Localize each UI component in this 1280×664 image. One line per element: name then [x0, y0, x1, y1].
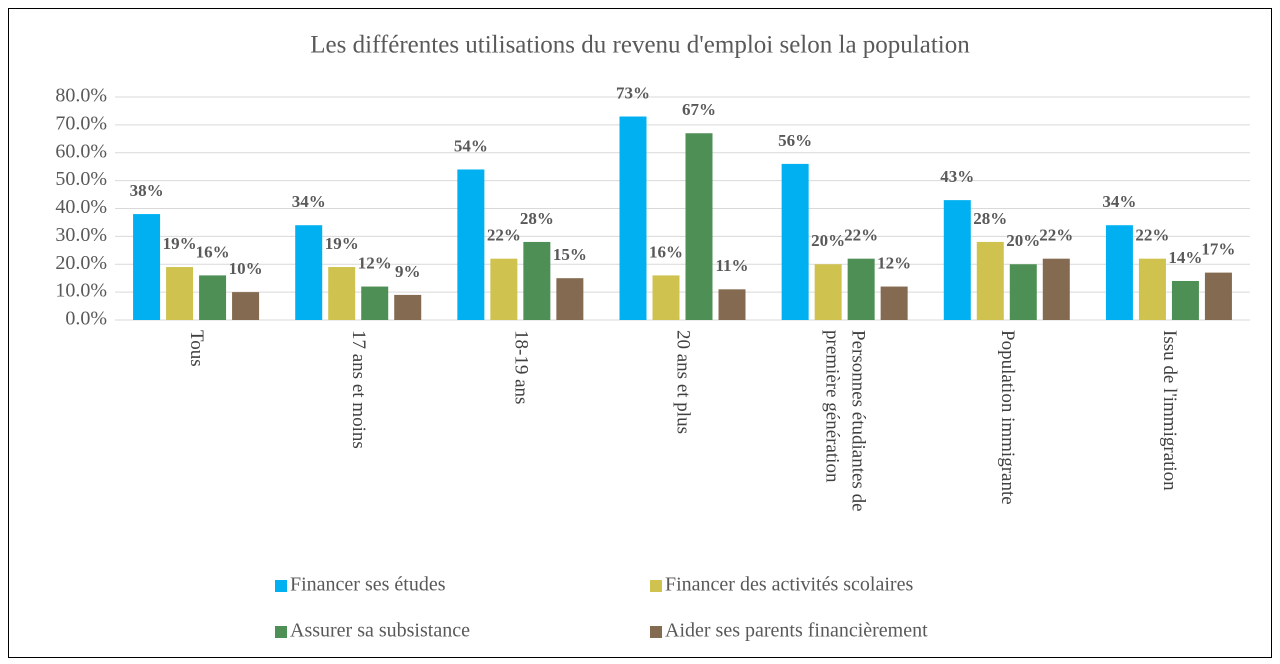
- data-label: 19%: [325, 234, 359, 253]
- bar: [394, 294, 422, 320]
- legend-swatch: [275, 580, 287, 592]
- x-tick-label: Personnes étudiantes de première générat…: [821, 330, 869, 512]
- y-tick-label: 50.0%: [55, 168, 107, 190]
- bar: [781, 163, 809, 320]
- bar: [361, 286, 389, 320]
- y-tick-label: 70.0%: [55, 112, 107, 134]
- data-label: 54%: [454, 136, 488, 155]
- bar: [1138, 258, 1166, 320]
- y-tick-label: 40.0%: [55, 196, 107, 218]
- legend-swatch: [650, 580, 662, 592]
- data-label: 73%: [616, 83, 650, 102]
- bar: [295, 225, 323, 320]
- y-tick-label: 20.0%: [55, 252, 107, 274]
- data-label: 14%: [1168, 248, 1202, 267]
- data-label: 22%: [1135, 226, 1169, 245]
- bar: [1009, 264, 1037, 320]
- bar: [133, 214, 161, 320]
- bar: [457, 169, 485, 320]
- data-label: 22%: [844, 226, 878, 245]
- y-tick-label: 80.0%: [55, 85, 107, 107]
- bar: [1042, 258, 1070, 320]
- bar: [943, 200, 971, 320]
- chart-title: Les différentes utilisations du revenu d…: [310, 32, 970, 59]
- x-tick-label: 20 ans et plus: [672, 330, 694, 434]
- data-label: 11%: [715, 256, 748, 275]
- bar: [199, 275, 227, 320]
- data-label: 12%: [358, 253, 392, 272]
- data-label: 15%: [553, 245, 587, 264]
- x-tick-label: 17 ans et moins: [348, 330, 370, 449]
- legend-swatch: [650, 626, 662, 638]
- x-tick-label: Tous: [186, 330, 208, 367]
- data-label: 67%: [682, 100, 716, 119]
- data-label: 16%: [196, 242, 230, 261]
- data-label: 22%: [487, 226, 521, 245]
- bar: [1171, 280, 1199, 320]
- bar: [976, 241, 1004, 320]
- bar: [652, 275, 680, 320]
- legend-swatch: [275, 626, 287, 638]
- legend-label: Aider ses parents financièrement: [665, 620, 928, 642]
- data-label: 34%: [292, 192, 326, 211]
- bar: [847, 258, 875, 320]
- bar: [619, 116, 647, 320]
- data-label: 43%: [940, 167, 974, 186]
- y-tick-label: 30.0%: [55, 224, 107, 246]
- legend-label: Financer des activités scolaires: [665, 574, 913, 596]
- y-tick-label: 60.0%: [55, 140, 107, 162]
- x-tick-label: 18-19 ans: [510, 330, 532, 405]
- data-label: 28%: [973, 209, 1007, 228]
- bar: [556, 278, 584, 320]
- y-tick-label: 0.0%: [65, 308, 107, 330]
- bar: [814, 264, 842, 320]
- data-label: 16%: [649, 242, 683, 261]
- data-label: 28%: [520, 209, 554, 228]
- data-label: 20%: [1006, 231, 1040, 250]
- legend-label: Financer ses études: [290, 574, 446, 596]
- bar: [1204, 272, 1232, 320]
- bar: [490, 258, 518, 320]
- bar: [232, 292, 260, 320]
- bar: [718, 289, 746, 320]
- data-label: 17%: [1201, 240, 1235, 259]
- bar: [166, 267, 194, 320]
- data-label: 34%: [1102, 192, 1136, 211]
- data-label: 10%: [229, 259, 263, 278]
- data-label: 9%: [395, 262, 421, 281]
- data-label: 12%: [877, 253, 911, 272]
- data-label: 20%: [811, 231, 845, 250]
- legend-label: Assurer sa subsistance: [290, 620, 470, 642]
- data-label: 19%: [163, 234, 197, 253]
- bar: [1105, 225, 1133, 320]
- data-label: 56%: [778, 131, 812, 150]
- data-label: 38%: [130, 181, 164, 200]
- bar: [523, 241, 551, 320]
- chart-frame: [8, 8, 1272, 658]
- bar: [685, 133, 713, 320]
- bar: [328, 267, 356, 320]
- x-tick-label: Issu de l'immigration: [1158, 330, 1180, 491]
- data-label: 22%: [1039, 226, 1073, 245]
- x-tick-label: Population immigrante: [996, 330, 1018, 505]
- bar: [880, 286, 908, 320]
- y-tick-label: 10.0%: [55, 280, 107, 302]
